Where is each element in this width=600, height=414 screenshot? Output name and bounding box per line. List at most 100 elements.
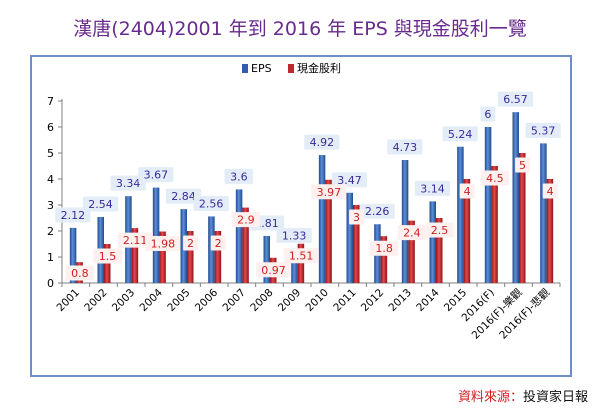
dividend-data-label: 3.97: [317, 186, 342, 199]
dividend-data-label: 0.97: [261, 264, 286, 277]
dividend-data-label: 4: [464, 185, 471, 198]
source-value: 投資家日報: [522, 390, 588, 405]
eps-data-label-box: [525, 122, 561, 138]
x-tick-label: 2008: [248, 287, 275, 314]
dividend-data-label-box: [65, 265, 95, 281]
dividend-data-label: 1.98: [151, 238, 176, 251]
bar-eps: [429, 201, 436, 283]
dividend-data-label: 1.5: [99, 250, 117, 263]
bar-dividend: [546, 179, 554, 283]
legend-swatch-eps: [242, 64, 248, 73]
y-tick-label: 1: [47, 251, 54, 264]
eps-data-label-box: [224, 168, 254, 184]
dividend-data-label: 1.8: [375, 242, 393, 255]
eps-data-label-box: [193, 195, 229, 211]
dividend-data-label: 1.51: [289, 250, 314, 263]
bar-dividend: [408, 220, 415, 283]
eps-data-label-box: [110, 175, 146, 191]
eps-data-label: 6: [484, 108, 491, 121]
eps-data-label-box: [442, 126, 478, 142]
dividend-data-label: 2.9: [237, 214, 255, 227]
eps-data-label: 2.56: [199, 197, 224, 210]
dividend-data-label-box: [459, 183, 475, 199]
eps-data-label-box: [138, 167, 174, 183]
x-tick-label: 2010: [304, 287, 331, 314]
eps-data-label-box: [387, 139, 423, 155]
dividend-data-label: 2: [187, 237, 194, 250]
source-note: 資料來源：投資家日報: [458, 386, 588, 405]
eps-data-label: 2.54: [88, 198, 113, 211]
bar-dividend: [214, 231, 222, 283]
dividend-data-label: 0.8: [71, 267, 89, 280]
eps-data-label-box: [480, 106, 496, 122]
dividend-data-label: 2.5: [431, 224, 449, 237]
eps-data-label-box: [304, 134, 340, 150]
legend-swatch-dividend: [288, 64, 294, 73]
bar-eps: [152, 187, 160, 283]
dividend-data-label: 2.11: [123, 234, 148, 247]
bar-eps: [401, 160, 409, 283]
eps-data-label-box: [276, 227, 312, 243]
bar-dividend: [131, 228, 139, 283]
bar-eps: [263, 235, 270, 283]
x-tick-label: 2014: [414, 286, 442, 314]
dividend-data-label: 4.5: [486, 172, 504, 185]
dividend-data-label-box: [311, 184, 347, 200]
x-tick-label: 2009: [276, 287, 303, 314]
eps-data-label: 5.24: [448, 128, 473, 141]
source-label: 資料來源：: [457, 390, 523, 405]
bar-eps: [69, 227, 77, 283]
dividend-data-label-box: [425, 222, 454, 238]
eps-data-label: 3.67: [144, 169, 169, 182]
x-tick-label: 2003: [110, 287, 137, 314]
bar-eps: [235, 189, 243, 283]
chart-title: 漢唐(2404)2001 年到 2016 年 EPS 與現金股利一覽: [73, 18, 527, 40]
bar-eps: [291, 248, 298, 283]
dividend-data-label-box: [397, 225, 427, 241]
x-tick-label: 2012: [359, 287, 386, 314]
bar-eps: [484, 127, 492, 283]
dividend-data-label: 5: [519, 159, 526, 172]
bar-dividend: [159, 231, 166, 283]
bar-eps: [512, 112, 519, 284]
x-tick-label: 2006: [193, 286, 221, 314]
dividend-data-label-box: [480, 170, 510, 186]
bar-eps: [457, 146, 464, 283]
dividend-data-label-box: [515, 157, 530, 173]
bar-dividend: [242, 207, 249, 283]
bar-dividend: [297, 243, 305, 283]
y-tick-label: 3: [47, 199, 54, 212]
y-tick-label: 4: [47, 173, 54, 186]
bar-dividend: [380, 236, 388, 283]
dividend-data-label-box: [210, 235, 226, 251]
x-tick-label: 2011: [331, 287, 358, 314]
eps-data-label-box: [165, 188, 202, 204]
eps-data-label: 4.73: [393, 141, 418, 154]
eps-data-label-box: [55, 207, 91, 223]
eps-data-label: 3.6: [230, 170, 248, 183]
dividend-data-label-box: [542, 183, 558, 199]
eps-data-label-box: [331, 172, 368, 188]
eps-data-label: 2.26: [365, 205, 390, 218]
y-tick-label: 7: [47, 95, 54, 108]
dividend-data-label-box: [93, 248, 122, 264]
dividend-data-label-box: [349, 209, 364, 225]
bar-eps: [318, 155, 326, 283]
legend-label-dividend: 現金股利: [297, 61, 341, 75]
dividend-data-label: 3: [353, 211, 360, 224]
dividend-data-label-box: [255, 262, 292, 278]
eps-data-label-box: [359, 203, 395, 219]
dividend-data-label: 4: [547, 185, 554, 198]
dividend-data-label-box: [145, 236, 181, 252]
dividend-data-label-box: [117, 232, 153, 248]
eps-data-label: 5.37: [531, 124, 556, 137]
y-tick-label: 2: [47, 225, 54, 238]
eps-data-label: 3.14: [420, 182, 445, 195]
dividend-data-label-box: [183, 235, 198, 251]
legend-label-eps: EPS: [251, 62, 272, 75]
bar-dividend: [436, 218, 443, 283]
y-tick-label: 5: [47, 147, 54, 160]
eps-data-label: 2.12: [61, 209, 86, 222]
y-tick-label: 6: [47, 121, 54, 134]
